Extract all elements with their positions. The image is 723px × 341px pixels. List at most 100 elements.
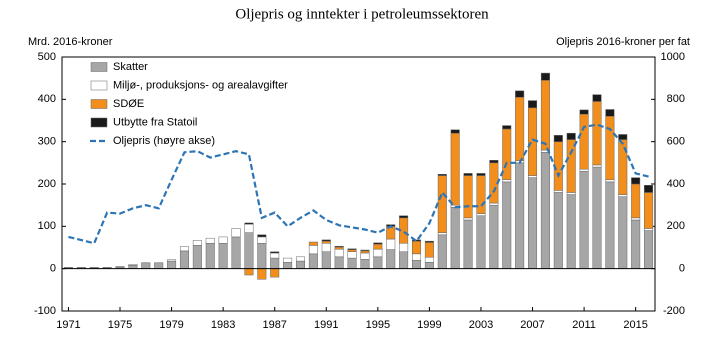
bar-segment xyxy=(476,215,486,269)
bar-segment xyxy=(476,175,486,214)
bar-segment xyxy=(205,243,215,269)
bar-segment xyxy=(283,262,293,269)
bar-segment xyxy=(631,183,641,219)
y-tick-label: 0 xyxy=(50,263,56,275)
bar-segment xyxy=(373,248,383,258)
y-tick-label: 200 xyxy=(38,178,56,190)
x-tick-label: 2011 xyxy=(572,319,596,331)
bar-segment xyxy=(360,259,370,269)
x-tick-label: 2007 xyxy=(520,319,544,331)
y2-tick-label: 600 xyxy=(667,136,685,148)
bar-segment xyxy=(141,263,151,269)
bar-segment xyxy=(566,192,576,195)
bar-segment xyxy=(334,256,344,269)
bar-segment xyxy=(476,173,486,176)
bar-segment xyxy=(424,262,434,269)
bar-segment xyxy=(399,251,409,269)
legend-swatch xyxy=(90,117,108,128)
bar-segment xyxy=(231,228,241,238)
bar-segment xyxy=(502,128,512,181)
bar-segment xyxy=(463,219,473,269)
bar-segment xyxy=(399,243,409,252)
y2-tick-label: 400 xyxy=(667,178,685,190)
bar-segment xyxy=(360,252,370,260)
x-tick-label: 1999 xyxy=(417,319,441,331)
bar-segment xyxy=(244,222,254,225)
x-tick-label: 1983 xyxy=(211,319,235,331)
bar-segment xyxy=(463,173,473,176)
legend-label: Skatter xyxy=(113,61,148,73)
x-tick-label: 2003 xyxy=(469,319,493,331)
legend-swatch xyxy=(90,80,108,91)
bar-segment xyxy=(540,72,550,81)
bar-segment xyxy=(244,223,254,233)
bar-segment xyxy=(463,217,473,221)
bar-segment xyxy=(257,234,267,238)
bar-segment xyxy=(579,109,589,115)
bar-segment xyxy=(308,245,318,255)
bar-segment xyxy=(631,177,641,185)
bar-segment xyxy=(360,250,370,254)
bar-segment xyxy=(321,239,331,242)
bar-segment xyxy=(128,265,138,269)
y2-tick-label: 800 xyxy=(667,93,685,105)
y2-tick-label: 200 xyxy=(667,220,685,232)
bar-segment xyxy=(205,237,215,244)
bar-segment xyxy=(605,181,615,269)
bar-segment xyxy=(334,248,344,258)
bar-segment xyxy=(412,240,422,255)
bar-segment xyxy=(270,251,280,254)
bar-segment xyxy=(308,241,318,246)
bar-segment xyxy=(373,256,383,269)
bar-segment xyxy=(360,249,370,252)
bar-segment xyxy=(515,162,525,269)
bar-segment xyxy=(540,152,550,269)
bar-segment xyxy=(257,243,267,269)
bar-segment xyxy=(437,232,447,236)
bar-segment xyxy=(540,80,550,151)
bar-segment xyxy=(618,194,628,197)
bar-segment xyxy=(515,90,525,98)
bar-segment xyxy=(412,253,422,261)
bar-segment xyxy=(528,175,538,178)
bar-segment xyxy=(386,238,396,250)
bar-segment xyxy=(437,175,447,233)
bar-segment xyxy=(347,248,357,250)
bar-segment xyxy=(424,242,434,258)
y2-tick-label: 1000 xyxy=(661,51,685,63)
bar-segment xyxy=(334,246,344,250)
bar-segment xyxy=(528,100,538,109)
x-tick-label: 1995 xyxy=(366,319,390,331)
bar-segment xyxy=(321,243,331,252)
bar-segment xyxy=(218,236,228,244)
bar-segment xyxy=(476,213,486,216)
bar-segment xyxy=(553,135,563,142)
bar-segment xyxy=(283,257,293,263)
bar-segment xyxy=(618,196,628,269)
legend-label: SDØE xyxy=(113,98,144,110)
bar-segment xyxy=(592,94,602,102)
x-tick-label: 1987 xyxy=(262,319,286,331)
bar-segment xyxy=(579,171,589,269)
bar-segment xyxy=(489,204,499,269)
bar-segment xyxy=(308,253,318,269)
bar-segment xyxy=(347,251,357,259)
y2-tick-label: 0 xyxy=(679,263,685,275)
bar-segment xyxy=(644,228,654,231)
legend-label: Oljepris (høyre akse) xyxy=(113,135,215,147)
bar-segment xyxy=(167,260,177,269)
oil-price-line xyxy=(68,123,649,245)
bar-segment xyxy=(644,185,654,193)
x-tick-label: 1979 xyxy=(159,319,183,331)
bar-segment xyxy=(179,250,189,269)
bar-segment xyxy=(644,230,654,269)
bar-segment xyxy=(270,257,280,269)
bar-segment xyxy=(450,129,460,134)
bar-segment xyxy=(605,179,615,183)
bar-segment xyxy=(618,139,628,195)
bar-segment xyxy=(373,243,383,250)
bar-segment xyxy=(399,215,409,219)
bar-segment xyxy=(167,259,177,262)
bar-segment xyxy=(231,236,241,269)
